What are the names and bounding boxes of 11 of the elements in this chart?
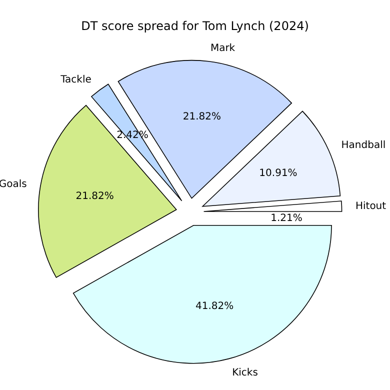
- data-label: 21.82%: [76, 191, 114, 202]
- slice-label: Kicks: [232, 368, 258, 379]
- data-label: 41.82%: [195, 300, 234, 312]
- data-label: 21.82%: [182, 112, 221, 123]
- data-label: 1.21%: [270, 212, 302, 224]
- slice-label: Hitout: [355, 201, 386, 212]
- chart-title: DT score spread for Tom Lynch (2024): [81, 19, 309, 33]
- slice-label: Mark: [210, 43, 236, 54]
- slice-label: Tackle: [60, 74, 92, 86]
- slice-label: Handball: [341, 140, 386, 152]
- data-label: 10.91%: [259, 168, 298, 180]
